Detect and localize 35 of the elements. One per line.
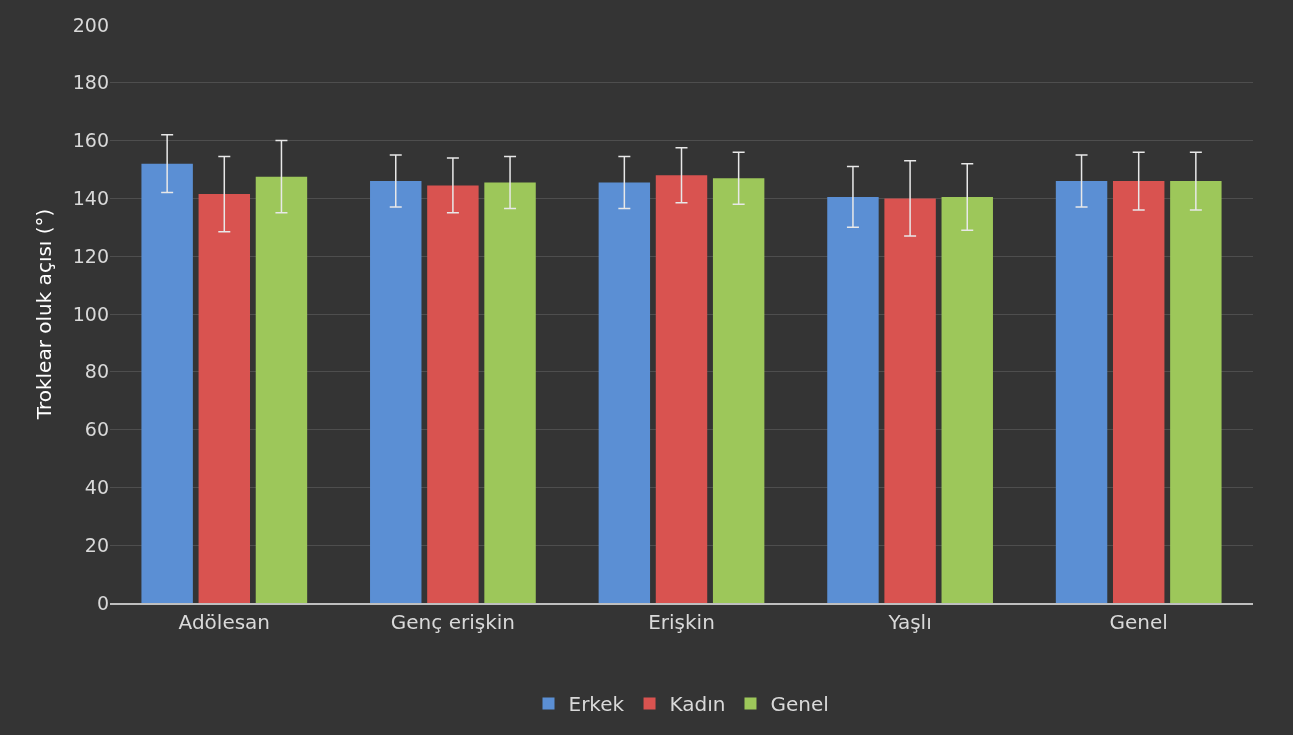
y-tick-label: 80 — [84, 360, 109, 383]
y-tick-label: 200 — [72, 13, 109, 36]
bar — [484, 182, 536, 603]
y-tick-label: 60 — [84, 418, 109, 441]
y-axis-title: Troklear oluk açısı (°) — [32, 208, 57, 421]
y-tick-label: 180 — [72, 71, 109, 94]
y-tick-label: 40 — [84, 476, 109, 499]
x-tick-label: Adölesan — [178, 610, 271, 634]
bar — [427, 185, 479, 603]
bar — [198, 194, 251, 603]
bar — [1055, 181, 1108, 603]
x-tick-label: Erişkin — [648, 610, 715, 634]
bar — [941, 196, 993, 603]
y-tick-label: 100 — [72, 302, 109, 325]
x-tick-label: Genel — [1109, 610, 1168, 634]
y-tick-label: 120 — [72, 244, 109, 267]
legend-label: Kadın — [669, 692, 726, 717]
y-tick-label: 160 — [72, 129, 109, 152]
bar — [827, 196, 879, 603]
bar — [1170, 181, 1222, 603]
y-tick-label: 0 — [96, 591, 109, 614]
y-tick-label: 140 — [72, 187, 109, 210]
bar — [884, 198, 936, 603]
y-tick-label: 20 — [84, 533, 109, 556]
bar — [1112, 181, 1165, 603]
bar — [712, 178, 765, 603]
bar — [141, 163, 193, 603]
x-tick-label: Yaşlı — [887, 610, 932, 634]
bar — [598, 182, 651, 603]
x-tick-label: Genç erişkin — [390, 610, 515, 634]
bar — [370, 181, 422, 603]
legend-label: Erkek — [568, 692, 625, 717]
legend-label: Genel — [770, 692, 829, 717]
bar — [255, 176, 308, 603]
bar — [655, 175, 708, 603]
